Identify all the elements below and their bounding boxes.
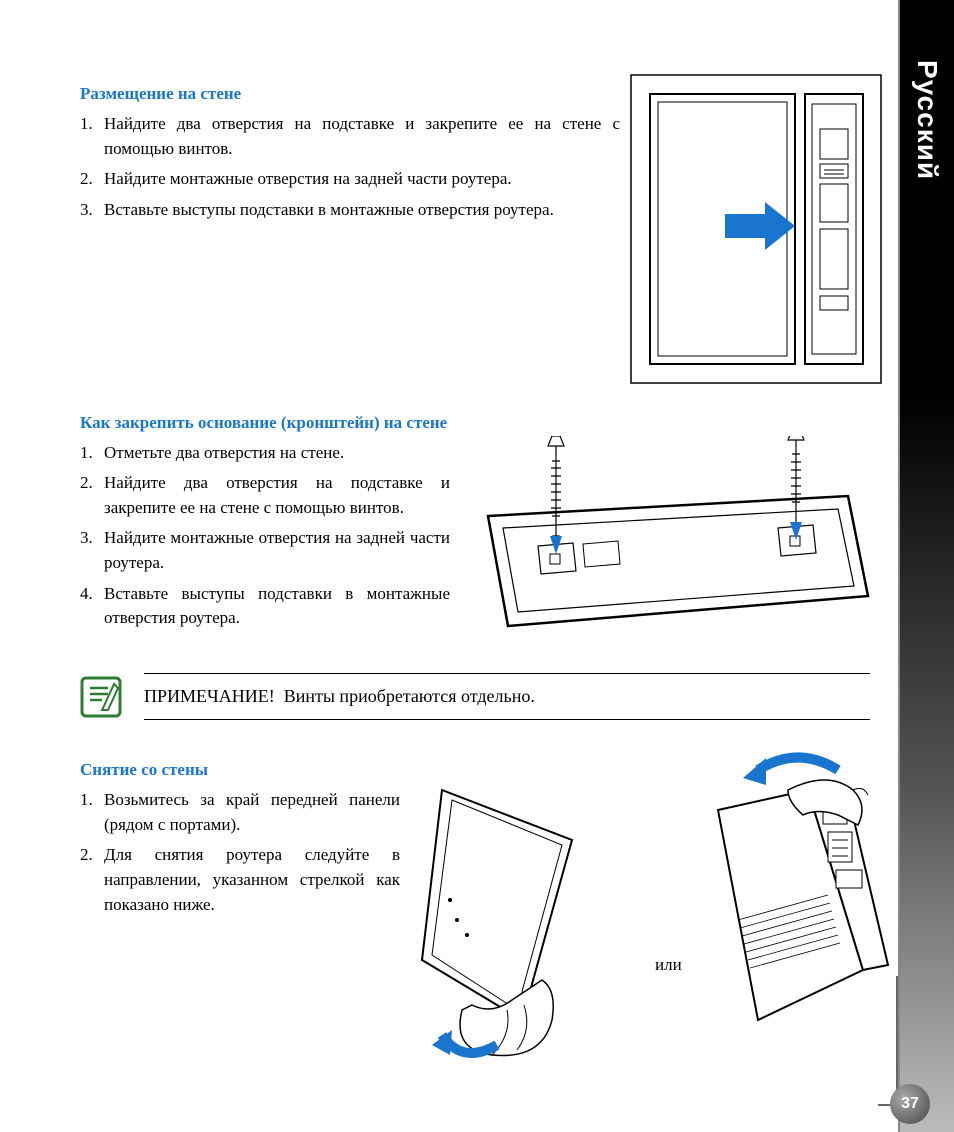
list-item: 3.Найдите монтажные отверстия на задней … [80,526,450,575]
step-list: 1.Отметьте два отверстия на стене. 2.Най… [80,441,450,631]
diagram-removal-right [688,740,898,1070]
step-list: 1.Найдите два отверстия на подставке и з… [80,112,620,223]
section-title: Размещение на стене [80,84,620,104]
separator-or: или [655,955,682,975]
list-item: 2.Найдите два отверстия на подставке и з… [80,471,450,520]
list-item: 1.Возьмитесь за край передней панели (ря… [80,788,400,837]
diagram-wall-mount [630,74,882,384]
list-item: 1.Отметьте два отверстия на стене. [80,441,450,466]
list-item: 3.Вставьте выступы подставки в монтажные… [80,198,620,223]
page-number: 37 [890,1084,930,1124]
section-title: Как закрепить основание (кронштейн) на с… [80,413,880,433]
diagram-bracket-screws [468,436,882,636]
list-item: 4.Вставьте выступы подставки в монтажные… [80,582,450,631]
language-tab-label: Русский [911,60,943,180]
list-item: 2.Найдите монтажные отверстия на задней … [80,167,620,192]
step-list: 1.Возьмитесь за край передней панели (ря… [80,788,400,917]
diagram-removal-left [402,770,642,1070]
note-text: ПРИМЕЧАНИЕ! Винты приобретаются отдельно… [144,673,870,720]
section-wall-placement: Размещение на стене 1.Найдите два отверс… [80,84,620,223]
list-item: 1.Найдите два отверстия на подставке и з… [80,112,620,161]
list-item: 2.Для снятия роутера следуйте в направле… [80,843,400,917]
bottom-rule [878,976,898,1106]
note-block: ПРИМЕЧАНИЕ! Винты приобретаются отдельно… [80,673,870,720]
language-tab: Русский [898,0,954,1132]
note-icon [80,676,122,718]
